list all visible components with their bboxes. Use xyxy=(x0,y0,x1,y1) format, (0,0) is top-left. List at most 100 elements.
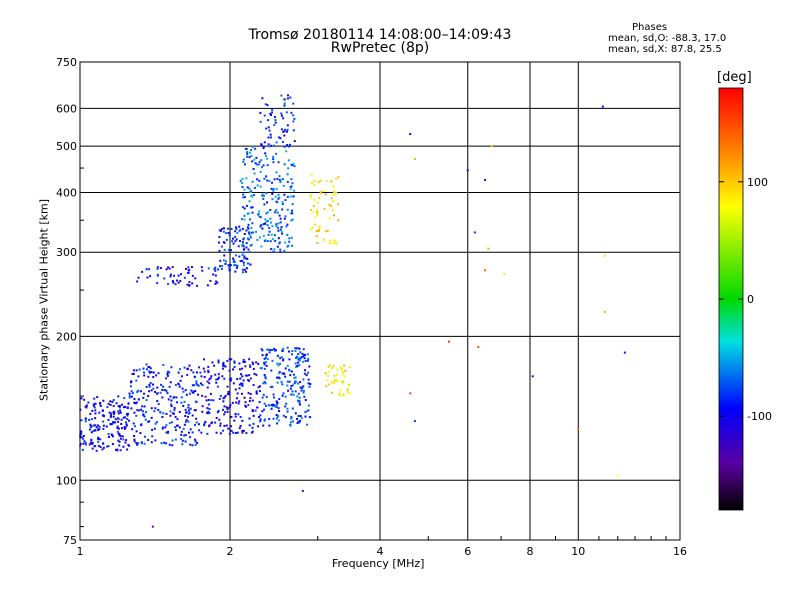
y-tick-label: 75 xyxy=(63,534,77,547)
data-point xyxy=(273,248,276,251)
data-point xyxy=(328,383,331,386)
data-point xyxy=(290,209,293,212)
data-point xyxy=(249,218,252,221)
data-point xyxy=(243,218,246,221)
data-point xyxy=(233,365,236,368)
data-point xyxy=(236,431,239,434)
data-point xyxy=(118,409,121,412)
data-point xyxy=(176,401,179,404)
data-point xyxy=(290,384,293,387)
data-point xyxy=(316,211,319,214)
data-point xyxy=(309,383,312,386)
data-point xyxy=(85,417,88,420)
data-point xyxy=(125,439,128,442)
data-point xyxy=(91,418,94,421)
data-point xyxy=(183,423,186,426)
data-point xyxy=(299,381,302,384)
data-point xyxy=(265,212,268,215)
data-point xyxy=(264,222,267,225)
data-point xyxy=(133,440,136,443)
data-point xyxy=(577,428,580,431)
data-point xyxy=(94,417,97,420)
data-point xyxy=(261,410,264,413)
data-point xyxy=(122,416,125,419)
data-point xyxy=(148,371,151,374)
y-tick-label: 750 xyxy=(56,56,77,69)
data-point xyxy=(219,229,222,232)
data-point xyxy=(276,355,279,358)
data-point xyxy=(207,371,210,374)
data-point xyxy=(166,374,169,377)
data-point xyxy=(236,266,239,269)
data-point xyxy=(225,232,228,235)
data-point xyxy=(268,129,271,132)
data-point xyxy=(99,438,102,441)
data-point xyxy=(194,424,197,427)
data-point xyxy=(279,248,282,251)
data-point xyxy=(248,151,251,154)
data-point xyxy=(144,435,147,438)
data-point xyxy=(281,394,284,397)
data-point xyxy=(291,390,294,393)
data-point xyxy=(259,367,262,370)
data-point xyxy=(301,489,304,492)
data-point xyxy=(302,385,305,388)
data-point xyxy=(327,375,330,378)
data-point xyxy=(309,228,312,231)
data-point xyxy=(263,361,266,364)
data-point xyxy=(271,192,274,195)
data-point xyxy=(273,234,276,237)
data-point xyxy=(94,424,97,427)
data-point xyxy=(170,421,173,424)
data-point xyxy=(91,441,94,444)
data-point xyxy=(228,234,231,237)
data-point xyxy=(167,398,170,401)
x-tick-label: 16 xyxy=(673,545,687,558)
data-point xyxy=(309,208,312,211)
data-point xyxy=(275,209,278,212)
data-point xyxy=(237,413,240,416)
data-point xyxy=(137,276,140,279)
data-point xyxy=(251,222,254,225)
data-point xyxy=(307,404,310,407)
data-point xyxy=(133,435,136,438)
data-point xyxy=(286,195,289,198)
data-point xyxy=(255,156,258,159)
data-point xyxy=(95,426,98,429)
data-point xyxy=(277,229,280,232)
data-point xyxy=(303,395,306,398)
data-point xyxy=(130,395,133,398)
data-point xyxy=(222,227,225,230)
data-point xyxy=(247,231,250,234)
data-point xyxy=(292,114,295,117)
data-point xyxy=(294,390,297,393)
data-point xyxy=(180,430,183,433)
data-point xyxy=(126,414,129,417)
data-point xyxy=(304,369,307,372)
data-point xyxy=(244,365,247,368)
data-point xyxy=(186,373,189,376)
data-point xyxy=(163,277,166,280)
data-point xyxy=(259,111,262,114)
data-point xyxy=(118,444,121,447)
data-point xyxy=(238,427,241,430)
data-point xyxy=(328,203,331,206)
data-point xyxy=(266,348,269,351)
data-point xyxy=(90,431,93,434)
data-point xyxy=(191,431,194,434)
data-point xyxy=(252,367,255,370)
data-point xyxy=(236,264,239,267)
data-point xyxy=(275,405,278,408)
data-point xyxy=(287,145,290,148)
data-point xyxy=(186,367,189,370)
data-point xyxy=(173,409,176,412)
data-point xyxy=(133,401,136,404)
data-point xyxy=(168,443,171,446)
data-point xyxy=(313,198,316,201)
data-point xyxy=(191,282,194,285)
y-tick-label: 600 xyxy=(56,102,77,115)
data-point xyxy=(275,225,278,228)
data-point xyxy=(193,384,196,387)
data-point xyxy=(276,402,279,405)
data-point xyxy=(207,267,210,270)
